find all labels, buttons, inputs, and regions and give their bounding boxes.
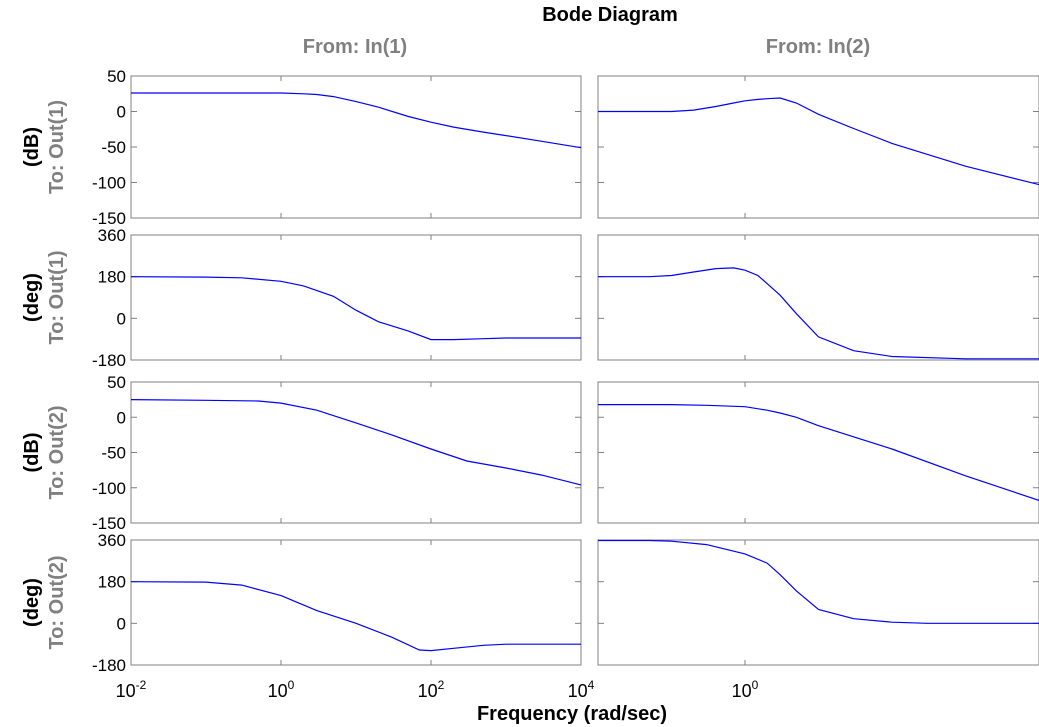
x-tick-label: 102 bbox=[418, 678, 445, 701]
y-tick-label: -50 bbox=[101, 444, 126, 463]
y-tick-label: 360 bbox=[98, 226, 126, 245]
row-output-label: To: Out(2) bbox=[46, 405, 68, 499]
panel-r4-c1: 360 180 0 -180 10-2 100 102 104 bbox=[92, 531, 595, 701]
panel-r3-c2 bbox=[597, 381, 1039, 524]
axes-box bbox=[130, 75, 582, 219]
row-unit-label: (deg) bbox=[21, 273, 43, 322]
y-tick-label: 180 bbox=[98, 268, 126, 287]
x-tick-label: 104 bbox=[568, 678, 595, 701]
x-tick-label: 10-2 bbox=[116, 678, 147, 701]
x-tick-label: 100 bbox=[732, 678, 759, 701]
row-output-label: To: Out(1) bbox=[46, 100, 68, 194]
plot-panels: 500-50-100-1503601800-180500-50-100-1503… bbox=[92, 67, 1039, 701]
y-tick-label: -180 bbox=[92, 351, 126, 370]
x-axis-label: Frequency (rad/sec) bbox=[477, 703, 667, 725]
y-tick-label: -100 bbox=[92, 479, 126, 498]
y-tick-label: 0 bbox=[117, 103, 126, 122]
bode-curve bbox=[130, 399, 582, 486]
y-tick-label: 50 bbox=[107, 373, 126, 392]
panel-r2-c1: 360 180 0 -180 bbox=[92, 226, 582, 370]
bode-curve bbox=[131, 92, 582, 149]
y-tick-label: -100 bbox=[92, 174, 126, 193]
row-labels: (dB) To: Out(1)(deg) To: Out(1)(dB) To: Out… bbox=[21, 100, 68, 650]
bode-curve bbox=[598, 97, 1039, 186]
axes-box bbox=[130, 539, 582, 666]
y-tick-label: 360 bbox=[98, 531, 126, 550]
bode-curve bbox=[598, 267, 1039, 360]
panel-r2-c2 bbox=[597, 234, 1039, 361]
panel-r4-c2: 100 bbox=[597, 539, 1039, 701]
panel-r1-c2 bbox=[597, 75, 1039, 219]
bode-curve bbox=[598, 539, 1039, 624]
row-unit-label: (dB) bbox=[21, 127, 43, 167]
y-tick-label: 0 bbox=[117, 309, 126, 328]
axes-box bbox=[130, 234, 582, 361]
y-tick-label: -150 bbox=[92, 514, 126, 533]
y-tick-label: 50 bbox=[107, 67, 126, 86]
row-unit-label: (dB) bbox=[21, 433, 43, 473]
y-tick-label: 180 bbox=[98, 573, 126, 592]
column-title-in1: From: In(1) bbox=[303, 36, 407, 58]
panel-r3-c1: 50 0 -50 -100 -150 bbox=[92, 373, 582, 533]
axes-box bbox=[597, 381, 1039, 524]
row-output-label: To: Out(1) bbox=[46, 250, 68, 344]
chart-title: Bode Diagram bbox=[542, 4, 678, 26]
axes-box bbox=[597, 75, 1039, 219]
y-tick-label: -50 bbox=[101, 138, 126, 157]
panel-r1-c1: 50 0 -50 -100 -150 bbox=[92, 67, 582, 228]
x-tick-label: 100 bbox=[268, 678, 295, 701]
y-tick-label: -180 bbox=[92, 656, 126, 675]
y-tick-label: 0 bbox=[117, 408, 126, 427]
axes-box bbox=[597, 539, 1039, 666]
row-output-label: To: Out(2) bbox=[46, 555, 68, 649]
row-unit-label: (deg) bbox=[21, 578, 43, 627]
axes-box bbox=[130, 381, 582, 524]
bode-curve bbox=[130, 581, 581, 652]
bode-curve bbox=[598, 404, 1039, 501]
y-tick-label: -150 bbox=[92, 209, 126, 228]
axes-box bbox=[597, 234, 1039, 361]
column-title-in2: From: In(2) bbox=[766, 36, 870, 58]
bode-curve bbox=[130, 276, 581, 341]
y-tick-label: 0 bbox=[117, 614, 126, 633]
